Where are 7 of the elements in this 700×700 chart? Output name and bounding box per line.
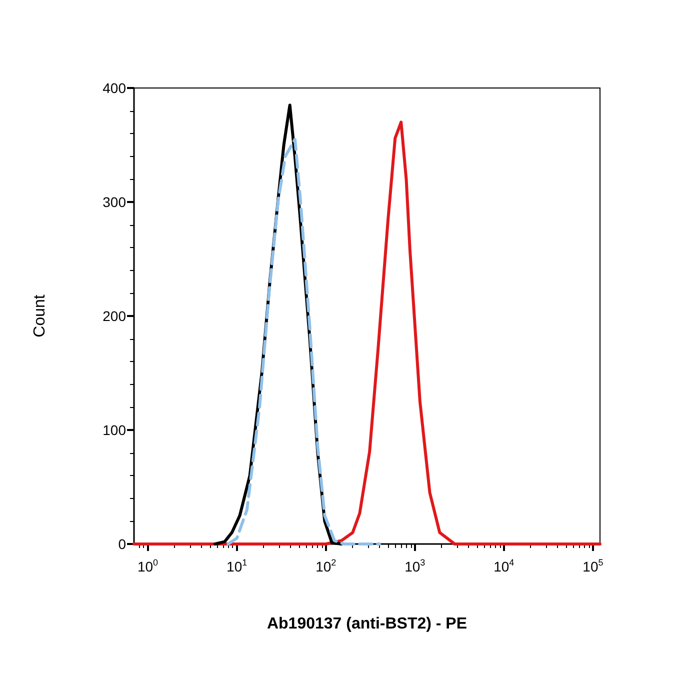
x-axis-title: Ab190137 (anti-BST2) - PE [266, 616, 468, 632]
y-tick-label: 100 [102, 422, 126, 438]
y-axis-title: Count [32, 294, 48, 338]
y-tick-label: 0 [118, 536, 126, 552]
y-tick-label: 200 [102, 308, 126, 324]
y-tick-label: 300 [102, 194, 126, 210]
y-tick-label: 400 [102, 80, 126, 96]
